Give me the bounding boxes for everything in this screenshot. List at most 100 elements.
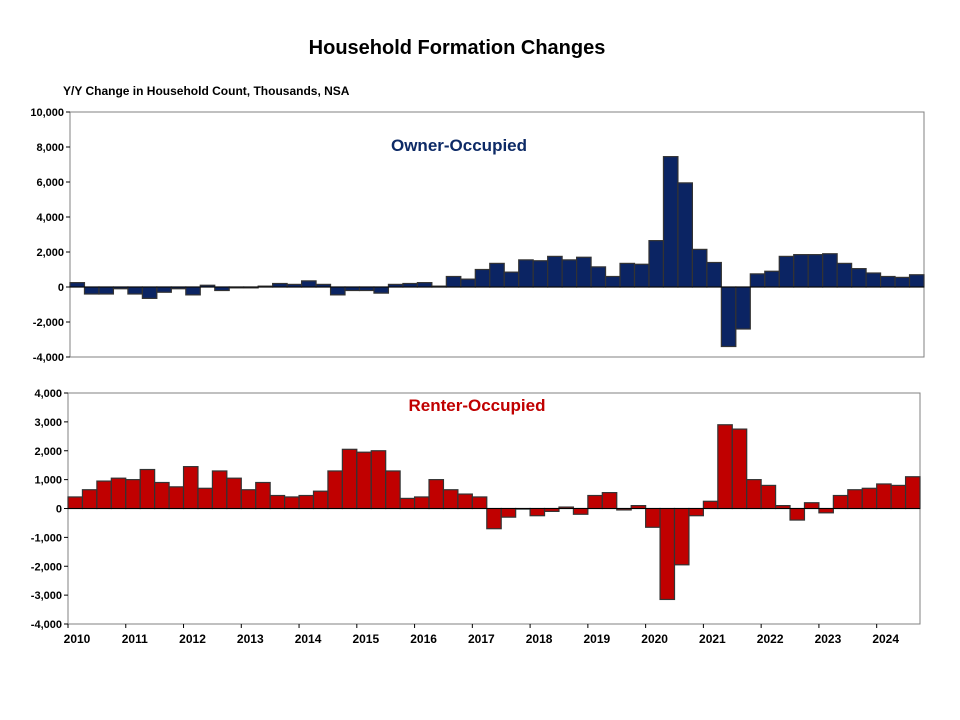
owner-bar	[706, 261, 722, 288]
renter-y-tick-label: 4,000	[34, 388, 62, 400]
owner-y-tick-label: 10,000	[30, 107, 64, 119]
x-tick-label: 2010	[64, 632, 91, 646]
renter-bar	[341, 448, 358, 510]
owner-y-tick-label: -2,000	[33, 317, 64, 329]
renter-bar	[284, 496, 300, 510]
owner-bar	[691, 248, 708, 288]
renter-bar	[327, 470, 343, 510]
owner-bar	[83, 286, 100, 295]
renter-bar	[81, 489, 98, 510]
renter-bar	[904, 476, 921, 510]
owner-series-label: Owner-Occupied	[391, 136, 527, 155]
x-tick-label: 2018	[526, 632, 553, 646]
x-tick-label: 2014	[295, 632, 322, 646]
renter-bar	[211, 470, 228, 510]
x-tick-label: 2020	[641, 632, 668, 646]
owner-bar	[214, 286, 230, 292]
renter-bar	[471, 496, 488, 510]
owner-bar	[416, 282, 433, 288]
x-tick-label: 2012	[179, 632, 206, 646]
owner-bar	[822, 253, 838, 288]
owner-bar	[272, 282, 288, 288]
owner-bar	[547, 255, 563, 288]
renter-bar	[587, 494, 603, 510]
renter-bar	[890, 484, 907, 510]
owner-bar	[735, 286, 751, 330]
owner-bar	[894, 276, 911, 288]
owner-bar	[749, 273, 766, 288]
owner-bar	[445, 275, 462, 288]
renter-y-tick-label: -4,000	[31, 619, 62, 631]
owner-bar	[300, 280, 317, 288]
x-tick-label: 2022	[757, 632, 784, 646]
renter-bar	[385, 470, 401, 510]
chart-subtitle: Y/Y Change in Household Count, Thousands…	[63, 84, 350, 98]
renter-bars	[67, 424, 921, 601]
owner-bar	[561, 259, 578, 288]
renter-bar	[168, 486, 185, 510]
renter-bar	[298, 494, 315, 510]
owner-bar	[648, 240, 665, 288]
renter-bar	[673, 507, 690, 566]
renter-bar	[96, 480, 112, 510]
x-tick-label: 2016	[410, 632, 437, 646]
renter-bar	[370, 450, 387, 510]
owner-bar	[518, 259, 534, 288]
renter-bar	[746, 479, 762, 510]
owner-bar	[344, 286, 361, 292]
owner-bar	[662, 156, 679, 288]
owner-bar	[604, 275, 621, 288]
owner-y-tick-label: -4,000	[33, 352, 64, 364]
owner-occupied-panel: -4,000-2,00002,0004,0006,0008,00010,000 …	[30, 107, 925, 364]
owner-y-tick-label: 6,000	[36, 177, 64, 189]
owner-plot-area	[69, 111, 925, 358]
renter-y-tick-label: -2,000	[31, 561, 62, 573]
owner-bar	[373, 286, 390, 294]
owner-y-tick-label: 0	[58, 282, 64, 294]
owner-y-axis: -4,000 -2,000 0 2,000 4,000 6,000 8,000 10,000	[30, 107, 70, 364]
owner-bar	[633, 263, 650, 288]
renter-y-tick-label: 2,000	[34, 446, 62, 458]
renter-bar	[399, 497, 416, 510]
owner-bar	[358, 286, 375, 292]
renter-bar	[500, 507, 517, 518]
owner-bar	[865, 272, 882, 288]
renter-bar	[601, 492, 618, 510]
renter-bar	[717, 424, 733, 510]
x-tick-label: 2021	[699, 632, 726, 646]
x-tick-label: 2023	[815, 632, 842, 646]
renter-bar	[442, 489, 459, 510]
x-tick-label: 2015	[352, 632, 379, 646]
owner-bar	[98, 286, 115, 295]
renter-bar	[861, 487, 878, 510]
renter-bar	[572, 507, 589, 515]
owner-bar	[576, 256, 592, 288]
renter-bar	[240, 489, 257, 510]
owner-bar	[908, 274, 925, 288]
renter-bar	[486, 507, 502, 530]
renter-bar	[312, 490, 329, 510]
renter-bar	[226, 477, 242, 510]
renter-bar	[760, 484, 777, 510]
owner-y-tick-label: 8,000	[36, 142, 64, 154]
owner-bar	[879, 275, 896, 288]
renter-bar	[529, 507, 546, 517]
owner-bar	[836, 262, 853, 288]
renter-y-tick-label: 1,000	[34, 475, 62, 487]
owner-bar	[532, 260, 549, 288]
renter-bar	[659, 507, 676, 601]
renter-bar	[847, 489, 863, 510]
owner-bar	[851, 268, 867, 288]
renter-y-axis: -4,000 -3,000 -2,000 -1,000 0 1,000 2,000 3,000…	[31, 388, 68, 631]
renter-bar	[876, 483, 892, 510]
renter-bar	[832, 494, 849, 510]
owner-bar	[127, 286, 143, 295]
owner-bar	[185, 286, 201, 296]
renter-bar	[356, 451, 372, 510]
owner-bar	[460, 278, 476, 288]
renter-bar	[125, 479, 141, 510]
owner-bar	[503, 271, 520, 288]
x-tick-label: 2019	[584, 632, 611, 646]
renter-bar	[197, 487, 214, 510]
owner-bar	[474, 268, 491, 288]
